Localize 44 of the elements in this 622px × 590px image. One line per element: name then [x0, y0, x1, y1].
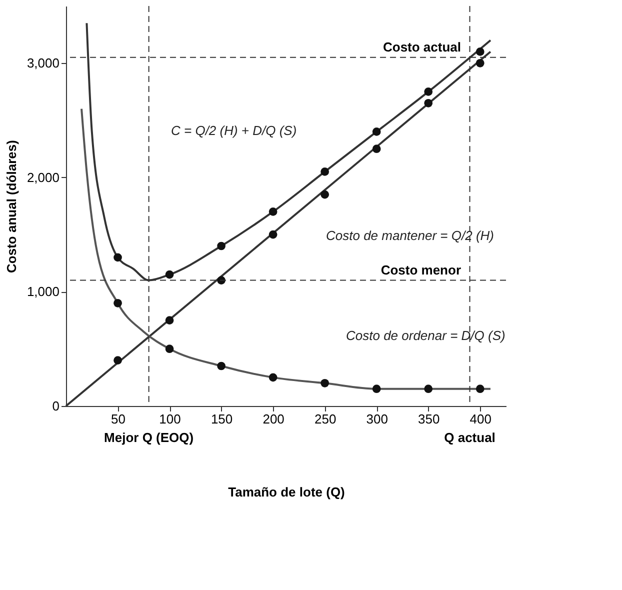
point: [268, 373, 278, 382]
point: [320, 378, 330, 388]
point: [165, 344, 174, 354]
point: [114, 356, 122, 364]
x-tick-label: 150: [210, 412, 233, 426]
point: [165, 316, 174, 324]
point: [424, 98, 433, 108]
y-tick-label: 1,000: [26, 284, 60, 300]
point: [372, 128, 381, 136]
y-tick-label: 3,000: [26, 56, 60, 71]
point: [114, 253, 122, 262]
point: [114, 298, 122, 308]
point: [476, 48, 484, 56]
annotation: Costo de ordenar = D/Q (S): [346, 328, 506, 343]
x-tick-label: 350: [418, 412, 440, 426]
point: [165, 270, 174, 279]
ref-line-label: Costo actual: [382, 39, 461, 54]
ref-line-label: Q actual: [444, 430, 496, 445]
ref-line-label: Mejor Q (EOQ): [104, 430, 194, 445]
annotation: Costo de mantener = Q/2 (H): [326, 228, 494, 243]
point: [268, 230, 278, 239]
ref-line-label: Costo menor: [380, 262, 461, 278]
annotation: C = Q/2 (H) + D/Q (S): [171, 123, 297, 138]
point: [320, 168, 330, 176]
point: [217, 242, 226, 250]
point: [372, 384, 381, 394]
point: [217, 362, 226, 370]
x-tick-label: 400: [470, 412, 492, 426]
point: [372, 144, 381, 154]
point: [320, 190, 330, 199]
point: [268, 208, 278, 216]
point: [424, 88, 433, 96]
y-tick-label: 2,000: [26, 170, 60, 185]
x-axis-title: Tamaño de lote (Q): [228, 484, 345, 500]
point: [476, 384, 484, 394]
point: [424, 384, 433, 394]
x-tick-label: 300: [366, 412, 388, 426]
x-tick-label: 250: [314, 412, 336, 426]
point: [476, 58, 484, 68]
x-tick-label: 100: [159, 412, 181, 426]
y-axis-title: Costo anual (dólares): [4, 140, 19, 273]
y-tick-label: 0: [52, 398, 60, 414]
x-tick-label: 200: [262, 412, 284, 426]
x-tick-label: 50: [111, 412, 126, 426]
